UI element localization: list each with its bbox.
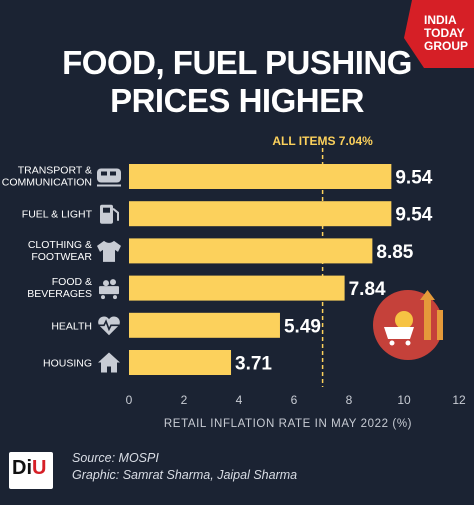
x-tick-label: 0 [126,393,133,407]
x-tick-label: 6 [291,393,298,407]
x-tick-label: 10 [397,393,411,407]
bar [129,164,392,189]
category-label: TRANSPORT & [18,165,92,177]
logo-line-india: INDIA [424,13,457,27]
category-label: HOUSING [43,358,92,370]
value-label: 7.84 [349,279,386,300]
food-cart-icon [99,279,119,300]
category-label: CLOTHING & [28,239,92,251]
bar [129,275,345,301]
bar [129,350,232,375]
fuel-pump-icon [100,204,119,224]
x-axis-label: RETAIL INFLATION RATE IN MAY 2022 (%) [164,418,412,430]
logo-line-today: TODAY [424,26,465,40]
category-label: FOOD & [52,276,92,288]
reference-label: ALL ITEMS 7.04% [272,134,373,148]
category-label: COMMUNICATION [2,177,92,189]
x-tick-label: 8 [346,393,353,407]
source-text: Source: MOSPI [72,451,159,465]
india-today-logo: INDIA TODAY GROUP [398,0,474,68]
value-label: 9.54 [395,205,432,226]
house-icon [98,352,120,373]
x-tick-label: 12 [452,393,466,407]
chart-title-line2: PRICES HIGHER [110,82,364,119]
shirt-icon [97,240,121,262]
category-label: BEVERAGES [27,288,92,300]
logo-badge-icon [404,0,474,68]
diu-logo: DiU [9,452,53,489]
chart-title-line1: FOOD, FUEL PUSHING [62,44,412,81]
logo-line-group: GROUP [424,39,469,53]
bar [129,201,392,227]
category-label: HEALTH [51,320,92,332]
heart-pulse-icon [98,316,120,336]
value-label: 5.49 [284,316,321,337]
value-label: 3.71 [235,354,272,375]
bar-chart: ALL ITEMS 7.04% 9.54 TRANSPORT &COMMUNICAT… [2,134,466,430]
x-tick-label: 4 [236,393,243,407]
value-label: 9.54 [395,168,432,189]
inflation-cart-illustration-icon [373,290,443,360]
train-icon [97,168,121,187]
category-label: FOOTWEAR [31,251,92,263]
bar [129,312,280,338]
category-label: FUEL & LIGHT [22,209,93,221]
value-label: 8.85 [376,242,413,263]
bar [129,238,373,264]
x-tick-label: 2 [181,393,188,407]
credit-text: Graphic: Samrat Sharma, Jaipal Sharma [72,468,298,482]
diu-logo-text: DiU [12,457,47,479]
